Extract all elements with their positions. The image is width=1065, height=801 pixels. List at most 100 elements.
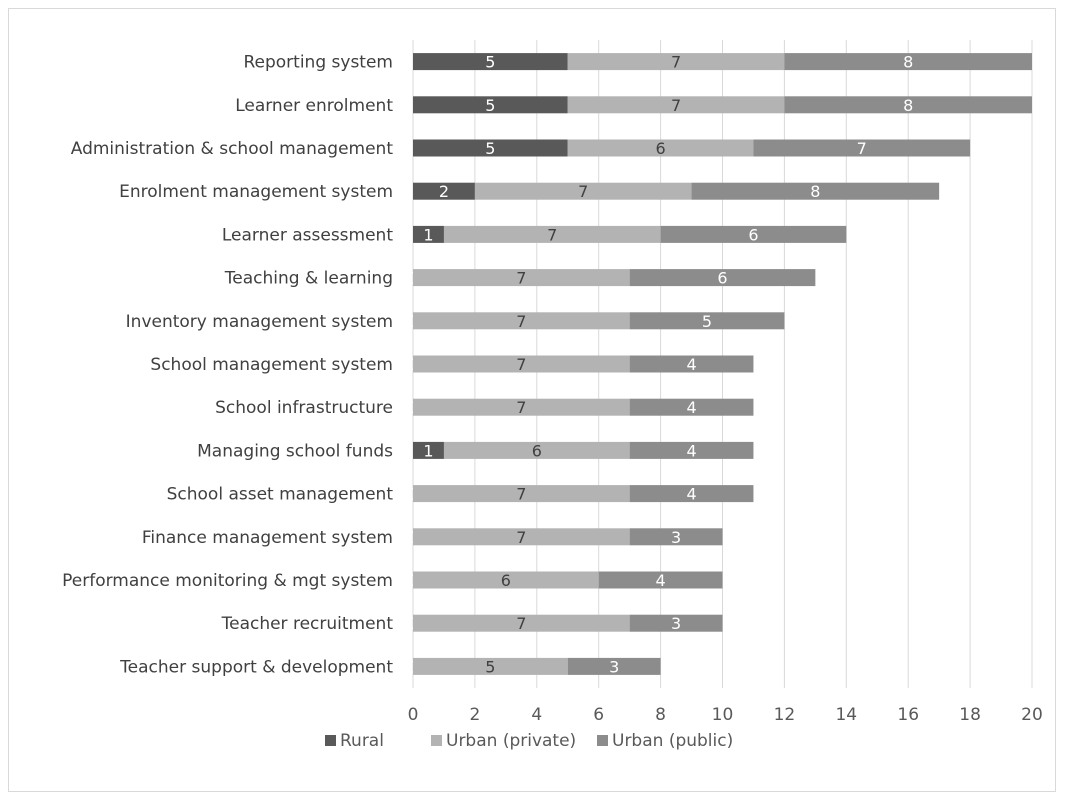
bar-segment-urban-public — [753, 139, 971, 157]
data-label: 7 — [516, 355, 526, 374]
bar-segment-urban-public — [567, 657, 661, 675]
data-label: 6 — [656, 139, 666, 158]
data-label: 5 — [485, 96, 495, 115]
data-label: 5 — [702, 312, 712, 331]
x-tick-label: 16 — [897, 705, 919, 725]
legend-label: Urban (public) — [612, 731, 733, 751]
x-tick-label: 0 — [408, 705, 419, 725]
legend-label: Rural — [340, 731, 384, 751]
data-label: 2 — [439, 182, 449, 201]
data-label: 7 — [516, 485, 526, 504]
data-label: 8 — [810, 182, 820, 201]
bar-segment-urban-public — [629, 528, 723, 546]
category-label: Finance management system — [142, 528, 393, 548]
data-label: 7 — [516, 614, 526, 633]
data-label: 6 — [501, 571, 511, 590]
category-labels: Reporting system Learner enrolment Adminis… — [62, 53, 393, 678]
data-label: 3 — [609, 657, 619, 676]
bar-segment-urban-public — [629, 441, 754, 459]
bar-segment-urban-private — [567, 53, 785, 71]
bar-segment-urban-public — [629, 312, 785, 330]
legend-label: Urban (private) — [446, 731, 576, 751]
category-label: Teaching & learning — [224, 269, 393, 289]
data-label: 7 — [547, 225, 557, 244]
bars: 5785785672781760760750740741640740730640… — [408, 53, 1032, 676]
bar-segment-rural — [413, 139, 568, 157]
legend-swatch — [431, 735, 442, 746]
bar-segment-rural — [413, 225, 444, 243]
x-tick-label: 12 — [774, 705, 796, 725]
x-tick-label: 14 — [835, 705, 857, 725]
data-label: 7 — [516, 312, 526, 331]
data-label: 7 — [857, 139, 867, 158]
bar-segment-urban-public — [784, 53, 1032, 71]
bar-segment-urban-public — [629, 355, 754, 373]
data-label: 4 — [686, 355, 696, 374]
data-label: 4 — [686, 441, 696, 460]
x-tick-label: 18 — [959, 705, 981, 725]
legend: Rural Urban (private) Urban (public) — [325, 731, 733, 751]
data-label: 3 — [671, 614, 681, 633]
bar-segment-urban-private — [443, 225, 661, 243]
data-label: 4 — [686, 398, 696, 417]
category-label: Managing school funds — [197, 441, 393, 461]
data-label: 3 — [671, 528, 681, 547]
bar-segment-urban-public — [784, 96, 1032, 114]
bar-segment-urban-private — [567, 96, 785, 114]
data-label: 8 — [903, 53, 913, 72]
legend-swatch — [597, 735, 608, 746]
bar-segment-urban-private — [413, 269, 630, 287]
bar-segment-urban-private — [413, 485, 630, 503]
category-label: Learner assessment — [222, 225, 393, 245]
bar-segment-urban-public — [629, 614, 723, 632]
bar-segment-urban-private — [413, 312, 630, 330]
bar-segment-urban-public — [629, 269, 816, 287]
category-label: School infrastructure — [215, 398, 393, 418]
bar-segment-urban-private — [413, 398, 630, 416]
x-tick-label: 6 — [593, 705, 604, 725]
bar-segment-urban-private — [413, 355, 630, 373]
data-label: 6 — [532, 441, 542, 460]
bar-segment-urban-public — [660, 225, 847, 243]
data-label: 6 — [748, 225, 758, 244]
category-label: Learner enrolment — [235, 96, 393, 116]
category-label: School asset management — [167, 485, 394, 505]
data-label: 7 — [516, 269, 526, 288]
bar-segment-urban-private — [443, 441, 630, 459]
x-tick-label: 4 — [531, 705, 542, 725]
category-label: Teacher recruitment — [221, 614, 394, 634]
bar-segment-urban-public — [629, 485, 754, 503]
bar-segment-urban-public — [629, 398, 754, 416]
data-label: 7 — [671, 96, 681, 115]
bar-segment-urban-public — [598, 571, 723, 589]
data-label: 7 — [516, 398, 526, 417]
bar-segment-rural — [413, 441, 444, 459]
category-label: Enrolment management system — [119, 182, 393, 202]
category-label: School management system — [150, 355, 393, 375]
bar-segment-urban-private — [474, 182, 692, 200]
category-label: Performance monitoring & mgt system — [62, 571, 393, 591]
data-label: 4 — [656, 571, 666, 590]
data-label: 5 — [485, 657, 495, 676]
legend-swatch — [325, 735, 336, 746]
category-label: Teacher support & development — [119, 657, 393, 677]
data-label: 6 — [717, 269, 727, 288]
bar-segment-rural — [413, 96, 568, 114]
category-label: Inventory management system — [126, 312, 393, 332]
bar-segment-urban-private — [413, 657, 568, 675]
bar-segment-urban-private — [567, 139, 754, 157]
x-tick-label: 20 — [1021, 705, 1043, 725]
data-label: 7 — [671, 53, 681, 72]
bar-segment-urban-public — [691, 182, 940, 200]
data-label: 1 — [423, 225, 433, 244]
data-label: 8 — [903, 96, 913, 115]
category-label: Administration & school management — [71, 139, 394, 159]
x-tick-label: 8 — [655, 705, 666, 725]
data-label: 4 — [686, 485, 696, 504]
category-label: Reporting system — [243, 53, 393, 73]
x-tick-label: 2 — [469, 705, 480, 725]
data-label: 7 — [516, 528, 526, 547]
bar-segment-rural — [413, 182, 475, 200]
x-axis-tick-labels: 0 2 4 6 8 10 12 14 16 18 20 — [408, 705, 1043, 725]
data-label: 1 — [423, 441, 433, 460]
